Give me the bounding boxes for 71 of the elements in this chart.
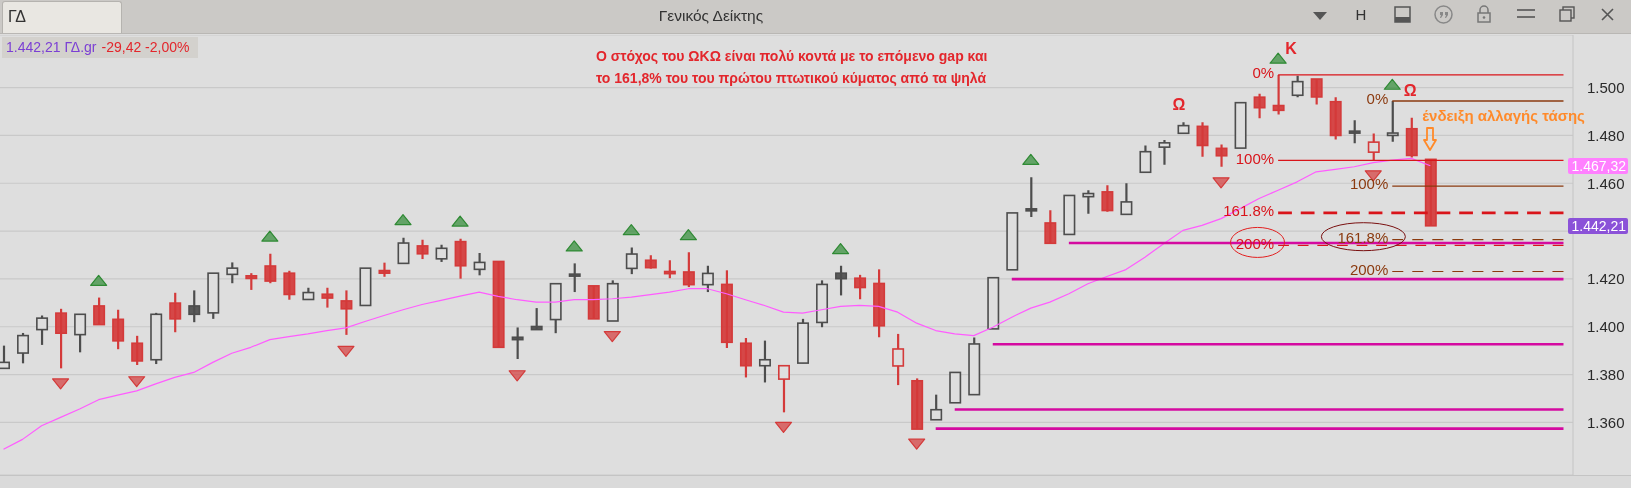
y-tick-label: 1.360 (1587, 413, 1625, 431)
candlestick (625, 246, 638, 276)
candlestick (1025, 176, 1038, 219)
y-tick-label: 1.380 (1587, 365, 1625, 383)
candlestick (473, 251, 486, 277)
candlestick (131, 334, 144, 367)
candlestick (701, 264, 714, 294)
series-label: 100% (1235, 149, 1275, 167)
candlestick (55, 307, 68, 370)
annotation: Ω (1403, 82, 1417, 99)
series-label: 0% (1366, 90, 1389, 108)
text: H (1355, 6, 1367, 23)
candlestick (93, 296, 106, 326)
y-tick-label: 1.500 (1587, 78, 1625, 96)
series-label: 161.8% (1337, 228, 1389, 246)
candlestick (777, 364, 790, 414)
candlestick (1386, 99, 1399, 143)
annotation: 1.442,21 (1571, 217, 1626, 234)
annotation: Ο στόχος του ΩΚΩ είναι πολύ κοντά με το επόμενο gap και το 161,8% του του πρώτου πτωτικού κύματος από τα ψηλά (596, 48, 988, 86)
annotation: Ω (1172, 96, 1186, 113)
candlestick (1101, 184, 1114, 213)
annotation: ένδειξη αλλαγής τάσης (1422, 107, 1585, 124)
chart-title: Γενικός Δείκτης (658, 7, 764, 24)
point (603, 330, 621, 343)
annotation: -29,42 -2,00% (101, 39, 190, 55)
candlestick (226, 261, 239, 285)
series-label: 0% (1252, 64, 1275, 82)
candlestick (1367, 132, 1380, 162)
candlestick (188, 289, 201, 324)
candlestick (74, 313, 87, 354)
candlestick (1348, 119, 1361, 145)
series-label: 200% (1349, 260, 1389, 278)
y-tick-label: 1.420 (1587, 270, 1625, 288)
annotation: 1.442,21 ΓΔ.gr (6, 39, 97, 55)
candlestick (1272, 73, 1285, 116)
candlestick (1291, 74, 1304, 99)
y-tick-label: 1.480 (1587, 126, 1625, 144)
chart-subtitle: ΓΔ (8, 8, 27, 25)
candlestick (17, 331, 30, 365)
candlestick (1139, 144, 1152, 174)
candlestick (1215, 143, 1228, 168)
candlestick (1044, 209, 1057, 245)
y-tick-label: 1.400 (1587, 318, 1625, 336)
candlestick (264, 252, 277, 285)
candlestick (378, 261, 391, 278)
candlestick (36, 314, 49, 347)
candlestick (1120, 182, 1133, 216)
candlestick (112, 308, 125, 351)
candlestick (416, 238, 429, 261)
candlestick (340, 289, 353, 336)
annotation: 1.467,32 (1571, 157, 1626, 174)
candlestick (854, 273, 867, 301)
annotation: Κ (1285, 40, 1297, 57)
candlestick (835, 264, 848, 297)
candlestick (758, 339, 771, 384)
candlestick (169, 291, 182, 334)
candlestick (1310, 77, 1323, 106)
candlestick (568, 262, 581, 294)
y-tick-label: 1.460 (1587, 174, 1625, 192)
candlestick (1158, 138, 1171, 166)
candlestick (739, 336, 752, 379)
candlestick (1253, 92, 1266, 120)
candlestick (930, 393, 943, 421)
series-label: 100% (1349, 175, 1389, 193)
candlestick (892, 332, 905, 387)
candlestick (511, 326, 524, 361)
candlestick (1196, 121, 1209, 158)
candlestick (397, 236, 410, 265)
candlestick (682, 251, 695, 289)
candlestick (283, 269, 296, 301)
candlestick (321, 286, 334, 309)
